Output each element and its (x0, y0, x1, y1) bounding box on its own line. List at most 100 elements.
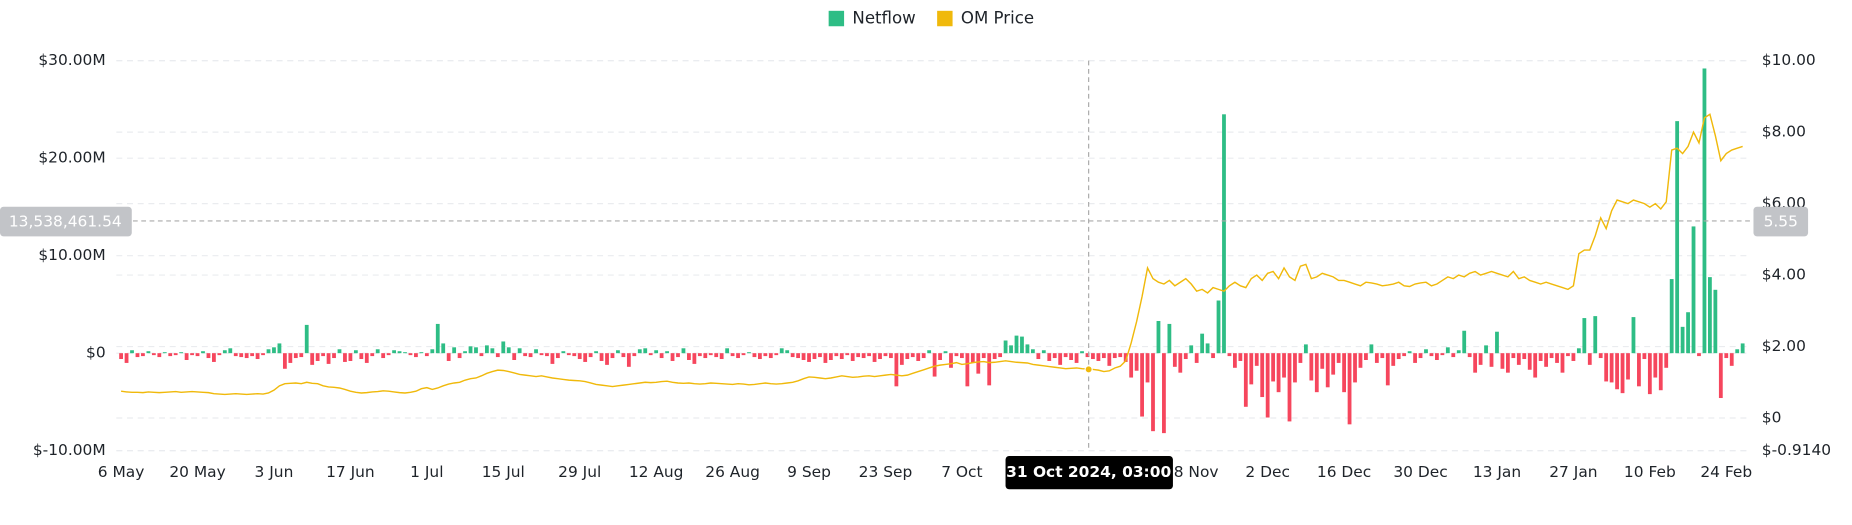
y2-tick-label: $4.00 (1762, 266, 1806, 284)
bar (1101, 353, 1106, 359)
y-tick-label: $30.00M (38, 51, 105, 69)
bar (119, 353, 123, 360)
bar (1003, 340, 1008, 354)
crosshair-y2-label: 5.55 (1764, 213, 1798, 231)
bar (1516, 353, 1521, 365)
bar (1374, 353, 1379, 363)
bar (665, 351, 669, 354)
bar (1729, 353, 1734, 366)
bar (621, 353, 626, 358)
crosshair-y2-box (1753, 206, 1809, 237)
bar (364, 353, 369, 363)
bar (1303, 344, 1308, 354)
bar (599, 353, 604, 361)
bar (938, 353, 942, 360)
bar (818, 353, 822, 358)
bar (1369, 344, 1374, 354)
bar (184, 353, 189, 360)
bar (828, 353, 833, 360)
bar (392, 350, 396, 354)
bar (850, 353, 855, 361)
bar (687, 353, 691, 360)
y-tick-label: $0 (86, 344, 106, 362)
bar (998, 353, 1003, 358)
bar (1167, 323, 1172, 354)
bar (255, 353, 260, 360)
bar (239, 353, 244, 358)
bar (1484, 345, 1488, 354)
bar (910, 353, 915, 358)
bar (1353, 353, 1357, 383)
bar (1680, 326, 1685, 354)
y-tick-label: $10.00M (38, 246, 105, 264)
bar (1112, 353, 1117, 359)
bar (1473, 353, 1478, 373)
bar (501, 341, 506, 354)
bar (1424, 349, 1428, 354)
bar (228, 348, 233, 354)
bar (1702, 68, 1707, 354)
bar (1080, 351, 1084, 354)
bar (1560, 353, 1565, 373)
bar (1232, 353, 1237, 368)
bar (1669, 279, 1674, 354)
bar (212, 353, 216, 362)
bar (1123, 353, 1128, 362)
bar (310, 353, 315, 365)
bar (1342, 353, 1346, 393)
bar (555, 353, 560, 359)
bar (1653, 353, 1658, 378)
bar (676, 353, 680, 358)
bar (1134, 353, 1139, 371)
bar (872, 353, 877, 362)
bar (588, 353, 593, 358)
bar (736, 353, 740, 359)
bar (315, 353, 320, 361)
bar (1664, 353, 1669, 368)
bar (1735, 349, 1740, 354)
bar (949, 353, 953, 368)
x-tick-label: 9 Sep (787, 463, 831, 481)
bar (1440, 353, 1445, 356)
bar (217, 353, 222, 356)
bar (1211, 353, 1215, 359)
bar (1020, 336, 1024, 354)
bar (457, 353, 462, 359)
bar (397, 351, 402, 354)
bar (272, 347, 276, 354)
bar (195, 353, 200, 357)
bar (981, 353, 986, 359)
bar (1140, 353, 1144, 417)
bar (1194, 353, 1199, 363)
bar (414, 353, 418, 358)
bar (1456, 350, 1461, 354)
bar (1647, 353, 1652, 395)
bar (244, 353, 249, 359)
bar (1216, 300, 1221, 354)
bar (1631, 317, 1636, 354)
bar (1074, 353, 1079, 363)
bar (1189, 345, 1194, 354)
bar (812, 353, 817, 360)
bar (916, 353, 921, 361)
bar (135, 353, 140, 358)
bar (479, 353, 484, 357)
bar (1637, 353, 1641, 387)
bar (1724, 353, 1729, 359)
bar (299, 353, 304, 358)
bar (1527, 353, 1532, 370)
bar (845, 353, 850, 356)
x-tick-label: 6 May (98, 463, 145, 481)
bar (1336, 353, 1341, 363)
x-tick-label: 16 Dec (1317, 463, 1371, 481)
bar (1402, 353, 1407, 357)
bar (206, 353, 211, 359)
bar (1282, 353, 1286, 378)
bar (146, 351, 151, 354)
legend-swatch (828, 10, 845, 27)
bar (1626, 353, 1630, 380)
bar (190, 353, 194, 356)
bar (130, 350, 134, 354)
x-tick-label: 13 Jan (1473, 463, 1521, 481)
bar (1593, 316, 1598, 354)
